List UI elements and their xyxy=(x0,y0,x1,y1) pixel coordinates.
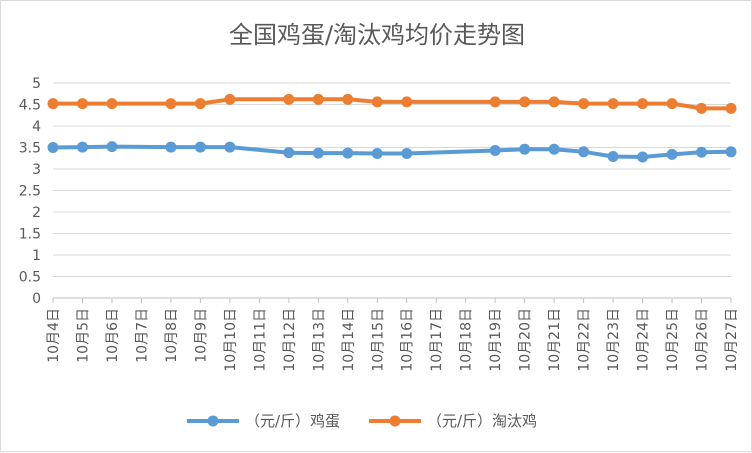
series-line-1 xyxy=(53,97,731,111)
data-point xyxy=(165,98,177,110)
x-tick-label: 10月6日 xyxy=(105,308,121,363)
y-tick-label: 1 xyxy=(32,248,41,264)
data-point xyxy=(312,93,324,105)
data-point xyxy=(519,96,531,108)
x-tick-label: 10月19日 xyxy=(488,308,504,372)
data-point xyxy=(194,141,206,153)
x-tick-label: 10月4日 xyxy=(46,308,62,363)
x-tick-label: 10月23日 xyxy=(606,308,622,372)
data-point xyxy=(342,147,354,159)
x-tick-label: 10月14日 xyxy=(341,308,357,372)
y-tick-label: 4 xyxy=(32,119,41,135)
data-point xyxy=(224,141,236,153)
data-point xyxy=(519,143,531,155)
y-tick-label: 0 xyxy=(32,291,41,307)
data-point xyxy=(548,143,560,155)
x-tick-label: 10月9日 xyxy=(193,308,209,363)
x-tick-label: 10月24日 xyxy=(636,308,652,372)
data-point xyxy=(76,141,88,153)
data-point xyxy=(224,93,236,105)
data-point xyxy=(283,147,295,159)
data-point xyxy=(371,148,383,160)
x-tick-label: 10月18日 xyxy=(459,308,475,372)
x-tick-label: 10月8日 xyxy=(164,308,180,363)
y-tick-label: 3 xyxy=(32,162,41,178)
x-tick-label: 10月11日 xyxy=(252,308,268,372)
y-tick-label: 0.5 xyxy=(19,270,41,286)
data-point xyxy=(725,102,737,114)
data-point xyxy=(106,98,118,110)
legend-label: （元/斤）淘汰鸡 xyxy=(427,412,537,430)
data-point xyxy=(666,98,678,110)
legend: （元/斤）鸡蛋 （元/斤）淘汰鸡 xyxy=(187,412,537,430)
y-tick-label: 5 xyxy=(32,76,41,92)
data-point xyxy=(607,151,619,163)
y-tick-label: 1.5 xyxy=(19,227,41,243)
gridlines xyxy=(53,82,731,299)
y-tick-label: 3.5 xyxy=(19,141,41,157)
y-tick-label: 2 xyxy=(32,205,41,221)
data-point xyxy=(312,147,324,159)
data-point xyxy=(489,96,501,108)
data-point xyxy=(194,98,206,110)
x-tick-label: 10月17日 xyxy=(429,308,445,372)
data-point xyxy=(401,148,413,160)
legend-marker xyxy=(389,415,401,427)
x-tick-label: 10月13日 xyxy=(311,308,327,372)
data-point xyxy=(696,102,708,114)
data-point xyxy=(76,98,88,110)
x-tick-label: 10月10日 xyxy=(223,308,239,372)
series-line-0 xyxy=(52,144,732,159)
data-point xyxy=(637,98,649,110)
x-tick-label: 10月15日 xyxy=(370,308,386,372)
data-point xyxy=(548,96,560,108)
data-point xyxy=(696,146,708,158)
data-point xyxy=(578,146,590,158)
legend-marker xyxy=(207,415,219,427)
legend-label: （元/斤）鸡蛋 xyxy=(245,412,340,430)
data-point xyxy=(578,98,590,110)
x-tick-label: 10月16日 xyxy=(400,308,416,372)
series xyxy=(47,93,737,163)
x-tick-label: 10月20日 xyxy=(518,308,534,372)
data-point xyxy=(47,142,59,153)
x-tick-label: 10月12日 xyxy=(282,308,298,372)
data-point xyxy=(106,141,118,153)
data-point xyxy=(283,93,295,105)
data-point xyxy=(401,96,413,108)
data-point xyxy=(607,98,619,110)
chart-title: 全国鸡蛋/淘汰鸡均价走势图 xyxy=(228,21,526,49)
data-point xyxy=(47,98,59,110)
data-point xyxy=(165,141,177,153)
y-tick-label: 4.5 xyxy=(19,98,41,114)
data-point xyxy=(489,145,501,157)
data-point xyxy=(666,148,678,160)
x-tick-label: 10月21日 xyxy=(547,308,563,372)
data-point xyxy=(371,96,383,108)
x-tick-label: 10月5日 xyxy=(75,308,91,363)
x-tick-label: 10月27日 xyxy=(724,308,740,372)
y-tick-label: 2.5 xyxy=(19,184,41,200)
data-point xyxy=(342,93,354,105)
data-point xyxy=(725,146,737,158)
axes: 0 0.5 1 1.5 2 2.5 3 3.5 4 4.5 5 10月4日 10月5日 10月6日 10月7… xyxy=(19,76,740,372)
x-tick-label: 10月22日 xyxy=(577,308,593,372)
data-point xyxy=(637,151,649,163)
x-tick-label: 10月7日 xyxy=(134,308,150,363)
x-tick-label: 10月25日 xyxy=(665,308,681,372)
x-tick-label: 10月26日 xyxy=(695,308,711,372)
